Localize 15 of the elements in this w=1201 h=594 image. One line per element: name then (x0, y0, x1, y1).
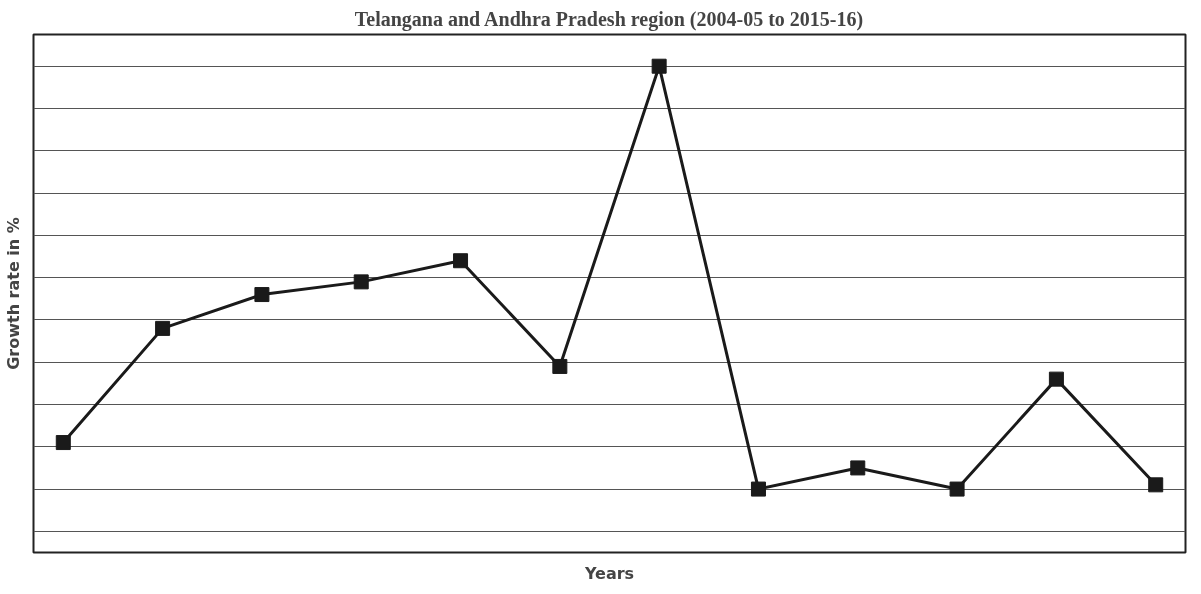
x-axis-title: Years (583, 563, 635, 583)
point (850, 460, 866, 476)
point (254, 287, 270, 303)
y-axis-title: Growth rate in % (3, 217, 23, 370)
point (750, 481, 766, 497)
chart-title: Telangana and Andhra Pradesh region (2004-05 to 2015-16) (354, 7, 864, 31)
point (353, 274, 369, 290)
point (1048, 371, 1064, 387)
point (1148, 477, 1164, 493)
point (155, 320, 171, 336)
point (55, 435, 71, 451)
point (949, 481, 965, 497)
point (453, 253, 469, 269)
point (651, 58, 667, 74)
point (552, 358, 568, 374)
